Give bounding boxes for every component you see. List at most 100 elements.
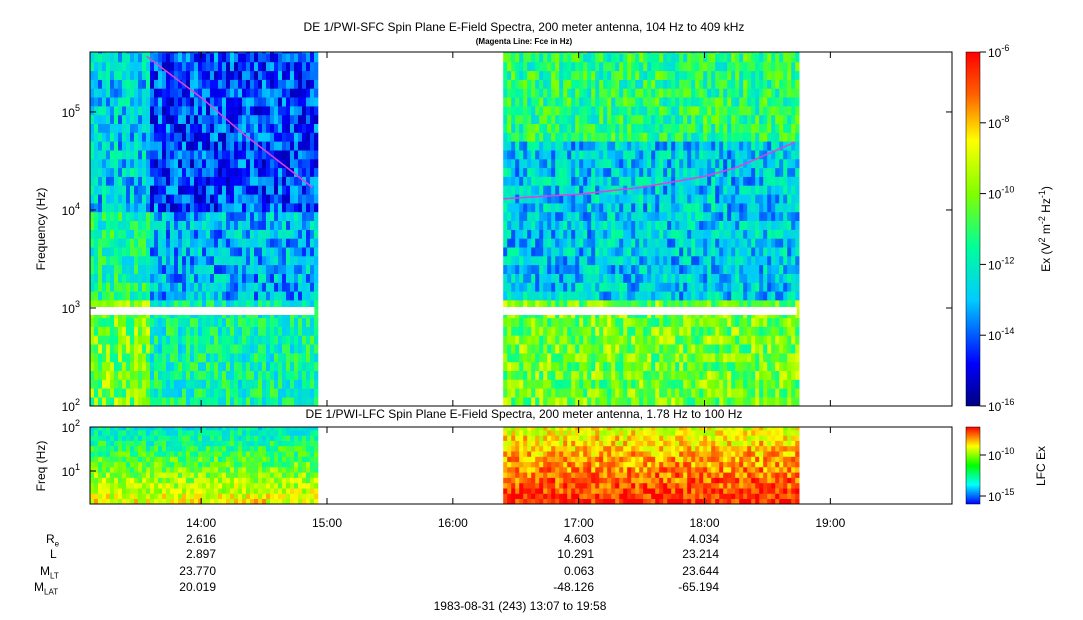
sfc-cell	[739, 220, 744, 230]
sfc-cell	[282, 344, 287, 354]
sfc-cell	[611, 220, 616, 230]
sfc-cell	[719, 256, 724, 266]
sfc-cell	[270, 229, 275, 239]
sfc-cell	[182, 194, 187, 204]
sfc-cell	[563, 194, 568, 204]
sfc-cell	[723, 203, 728, 213]
sfc-cell	[527, 335, 532, 345]
sfc-cell	[539, 203, 544, 213]
sfc-cell	[643, 353, 648, 363]
sfc-cell	[250, 335, 255, 345]
sfc-cell	[266, 62, 271, 72]
sfc-cell	[747, 106, 752, 116]
sfc-cell	[154, 317, 159, 327]
sfc-cell	[735, 256, 740, 266]
sfc-cell	[623, 388, 628, 398]
sfc-cell	[246, 238, 251, 248]
sfc-cell	[535, 70, 540, 80]
sfc-cell	[655, 370, 660, 380]
sfc-cell	[691, 264, 696, 274]
sfc-cell	[282, 176, 287, 186]
sfc-cell	[194, 159, 199, 169]
sfc-cell	[699, 150, 704, 160]
sfc-cell	[122, 132, 127, 142]
sfc-cell	[94, 53, 99, 63]
sfc-cell	[503, 167, 508, 177]
sfc-cell	[98, 370, 103, 380]
sfc-cell	[703, 247, 708, 257]
sfc-cell	[759, 379, 764, 389]
sfc-cell	[723, 185, 728, 195]
sfc-cell	[290, 335, 295, 345]
sfc-cell	[274, 70, 279, 80]
sfc-cell	[523, 291, 528, 301]
sfc-cell	[118, 317, 123, 327]
sfc-cell	[655, 52, 660, 54]
sfc-cell	[274, 291, 279, 301]
sfc-cell	[515, 317, 520, 327]
sfc-cell	[126, 159, 131, 169]
sfc-cell	[114, 159, 119, 169]
sfc-cell	[166, 291, 171, 301]
sfc-cell	[719, 229, 724, 239]
sfc-cell	[727, 361, 732, 371]
sfc-cell	[543, 238, 548, 248]
sfc-cell	[246, 159, 251, 169]
sfc-cell	[242, 361, 247, 371]
sfc-cell	[122, 229, 127, 239]
sfc-cell	[270, 370, 275, 380]
sfc-cell	[294, 106, 299, 116]
sfc-cell	[651, 247, 656, 257]
sfc-cell	[679, 229, 684, 239]
sfc-cell	[306, 211, 311, 221]
sfc-cell	[659, 317, 664, 327]
sfc-cell	[635, 300, 640, 310]
sfc-cell	[727, 167, 732, 177]
sfc-cell	[639, 326, 644, 336]
sfc-cell	[106, 88, 111, 98]
sfc-cell	[747, 353, 752, 363]
sfc-cell	[162, 185, 167, 195]
sfc-cell	[282, 282, 287, 292]
sfc-cell	[154, 344, 159, 354]
sfc-cell	[571, 97, 576, 107]
sfc-cell	[222, 273, 227, 283]
sfc-cell	[210, 123, 215, 133]
sfc-cell	[286, 370, 291, 380]
sfc-cell	[723, 335, 728, 345]
sfc-cell	[591, 79, 596, 89]
sfc-cell	[138, 167, 143, 177]
sfc-cell	[270, 123, 275, 133]
sfc-cell	[146, 62, 151, 72]
sfc-cell	[186, 361, 191, 371]
sfc-cell	[723, 176, 728, 186]
sfc-cell	[230, 52, 235, 54]
sfc-cell	[651, 335, 656, 345]
sfc-cell	[274, 211, 279, 221]
sfc-cell	[515, 203, 520, 213]
sfc-cell	[707, 194, 712, 204]
sfc-cell	[727, 335, 732, 345]
sfc-cell	[138, 141, 143, 151]
sfc-cell	[142, 53, 147, 63]
sfc-cell	[635, 256, 640, 266]
sfc-cell	[651, 176, 656, 186]
sfc-cell	[731, 335, 736, 345]
sfc-cell	[174, 247, 179, 257]
sfc-cell	[126, 194, 131, 204]
sfc-cell	[206, 353, 211, 363]
sfc-cell	[310, 185, 315, 195]
sfc-cell	[314, 220, 319, 230]
sfc-cell	[182, 106, 187, 116]
sfc-cell	[675, 123, 680, 133]
sfc-cell	[154, 167, 159, 177]
sfc-cell	[563, 79, 568, 89]
sfc-cell	[214, 229, 219, 239]
sfc-cell	[667, 247, 672, 257]
sfc-cell	[639, 211, 644, 221]
sfc-cell	[723, 397, 728, 407]
sfc-cell	[615, 52, 620, 54]
sfc-cell	[595, 132, 600, 142]
sfc-cell	[262, 229, 267, 239]
sfc-cell	[515, 247, 520, 257]
